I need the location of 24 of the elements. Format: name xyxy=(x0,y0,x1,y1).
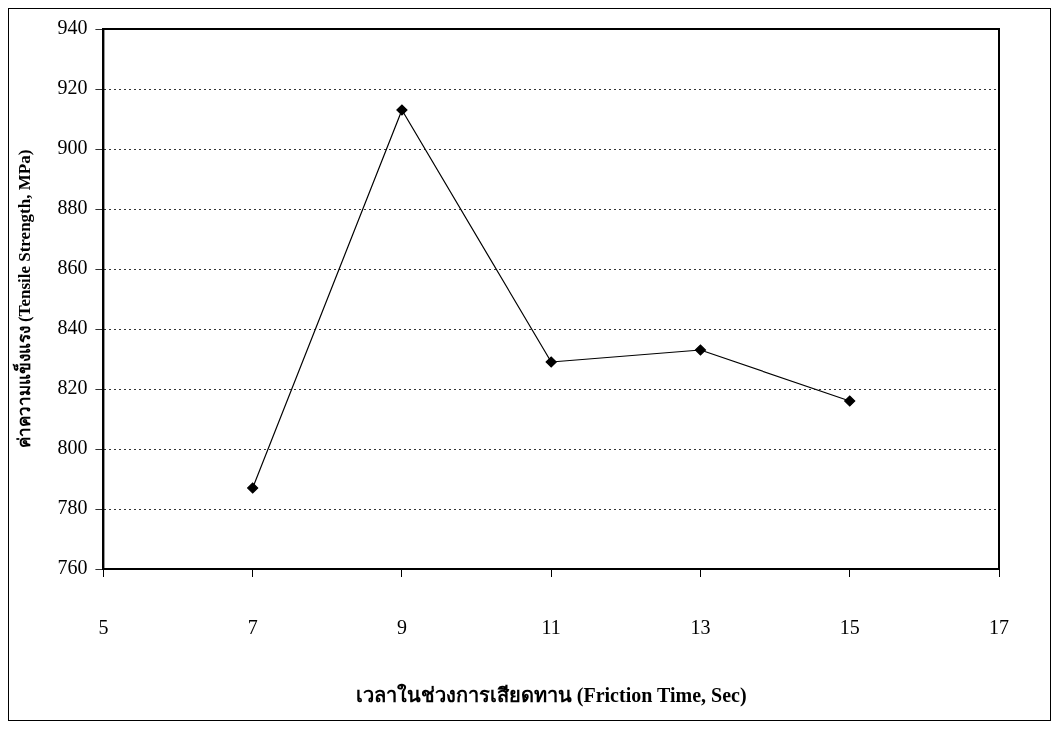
x-tick-label: 7 xyxy=(247,616,258,639)
point xyxy=(694,344,707,356)
x-tick-label: 9 xyxy=(396,616,407,639)
x-tick-label: 5 xyxy=(98,616,109,639)
point xyxy=(396,104,408,116)
x-tick-label: 11 xyxy=(541,616,561,639)
y-tick-label: 920 xyxy=(57,76,88,99)
y-tick-label: 860 xyxy=(57,256,88,279)
y-tick-label: 820 xyxy=(57,376,88,399)
x-axis-title: เวลาในช่วงการเสียดทาน (Friction Time, Sec) xyxy=(355,683,747,708)
y-tick-label: 880 xyxy=(57,196,88,219)
y-tick-label: 760 xyxy=(57,556,88,579)
y-tick-label: 840 xyxy=(57,316,88,339)
x-tick-label: 13 xyxy=(690,616,711,639)
y-axis-title: ค่าความแข็งแรง (Tensile Strength, MPa) xyxy=(11,149,34,449)
y-tick-label: 900 xyxy=(57,136,88,159)
point xyxy=(247,482,259,494)
y-tick-label: 940 xyxy=(57,16,88,39)
point xyxy=(545,356,557,368)
point xyxy=(844,395,856,407)
x-tick-label: 17 xyxy=(989,616,1009,639)
y-tick-label: 800 xyxy=(57,436,88,459)
y-tick-label: 780 xyxy=(57,496,88,519)
x-tick-label: 15 xyxy=(839,616,860,639)
